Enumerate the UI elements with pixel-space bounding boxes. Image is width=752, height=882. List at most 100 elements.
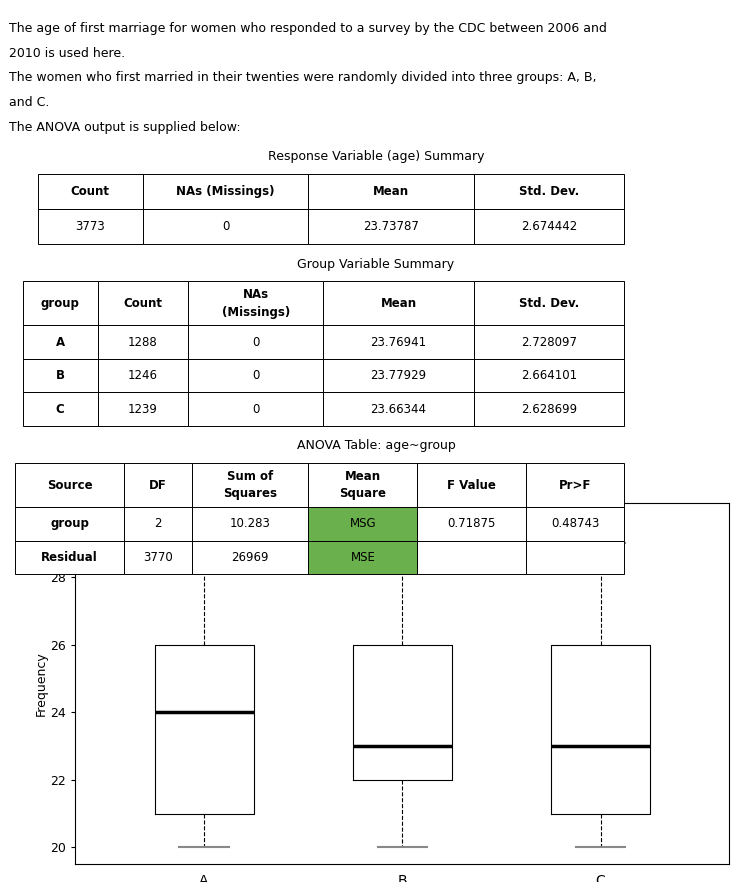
Text: 3770: 3770 (143, 551, 173, 564)
Bar (526, 463, 624, 507)
Bar (474, 209, 624, 244)
Bar (23, 392, 98, 426)
Bar (188, 359, 323, 392)
Text: (Missings): (Missings) (222, 306, 290, 318)
Text: 3773: 3773 (75, 220, 105, 233)
Text: NAs: NAs (243, 288, 268, 301)
Bar (417, 507, 526, 541)
Text: NAs (Missings): NAs (Missings) (177, 185, 274, 198)
Text: Count: Count (71, 185, 110, 198)
Bar (417, 541, 526, 574)
Bar (192, 463, 308, 507)
Text: and C.: and C. (9, 96, 50, 109)
Text: 0.71875: 0.71875 (447, 518, 496, 530)
Bar (323, 392, 474, 426)
Bar (98, 359, 188, 392)
Bar (417, 463, 526, 507)
Bar (15, 541, 124, 574)
Bar (308, 463, 417, 507)
Text: ANOVA Table: age~group: ANOVA Table: age~group (296, 439, 456, 452)
Text: Std. Dev.: Std. Dev. (519, 297, 579, 310)
Text: 0: 0 (252, 370, 259, 382)
Bar (188, 325, 323, 359)
Text: 26969: 26969 (232, 551, 268, 564)
Text: 1288: 1288 (128, 336, 158, 348)
Text: 23.76941: 23.76941 (371, 336, 426, 348)
Bar (323, 281, 474, 325)
Bar (98, 281, 188, 325)
Text: Sum of: Sum of (227, 470, 273, 482)
Text: A: A (56, 336, 65, 348)
Text: 23.73787: 23.73787 (363, 220, 419, 233)
Bar (192, 541, 308, 574)
Text: DF: DF (149, 479, 167, 491)
Text: group: group (41, 297, 80, 310)
Text: Response Variable (age) Summary: Response Variable (age) Summary (268, 150, 484, 163)
Bar (526, 507, 624, 541)
Text: The women who first married in their twenties were randomly divided into three g: The women who first married in their twe… (9, 71, 596, 85)
Text: Source: Source (47, 479, 92, 491)
Bar (474, 281, 624, 325)
Text: 2.628699: 2.628699 (521, 403, 577, 415)
Bar (308, 541, 417, 574)
Bar (188, 281, 323, 325)
Bar (124, 507, 192, 541)
Bar (474, 359, 624, 392)
Text: 0.48743: 0.48743 (551, 518, 599, 530)
Bar (15, 463, 124, 507)
Text: Squares: Squares (223, 488, 277, 500)
Text: 2.664101: 2.664101 (521, 370, 577, 382)
Text: 1246: 1246 (128, 370, 158, 382)
Bar (308, 174, 474, 209)
Text: 0: 0 (252, 336, 259, 348)
Text: C: C (56, 403, 65, 415)
Text: 2.728097: 2.728097 (521, 336, 577, 348)
Bar (143, 174, 308, 209)
Bar (38, 174, 143, 209)
Text: MSG: MSG (350, 518, 376, 530)
Text: group: group (50, 518, 89, 530)
Text: 0: 0 (222, 220, 229, 233)
Bar (474, 392, 624, 426)
Text: 0: 0 (252, 403, 259, 415)
Bar (308, 507, 417, 541)
Y-axis label: Frequency: Frequency (35, 651, 47, 716)
Bar (323, 325, 474, 359)
Bar (98, 325, 188, 359)
Title: Age of First Marriage in 20's: Age of First Marriage in 20's (280, 484, 524, 499)
Text: 23.66344: 23.66344 (371, 403, 426, 415)
Text: 23.77929: 23.77929 (371, 370, 426, 382)
Bar (192, 507, 308, 541)
Text: 10.283: 10.283 (229, 518, 271, 530)
Text: Std. Dev.: Std. Dev. (519, 185, 579, 198)
Text: Mean: Mean (381, 297, 417, 310)
Text: 2: 2 (154, 518, 162, 530)
Bar (188, 392, 323, 426)
Bar (98, 392, 188, 426)
Text: Square: Square (339, 488, 387, 500)
Bar (124, 463, 192, 507)
Text: 1239: 1239 (128, 403, 158, 415)
Bar (23, 359, 98, 392)
Bar (323, 359, 474, 392)
Bar (23, 281, 98, 325)
Bar (474, 325, 624, 359)
Text: Group Variable Summary: Group Variable Summary (298, 258, 454, 271)
Text: B: B (56, 370, 65, 382)
Text: Residual: Residual (41, 551, 98, 564)
Bar (474, 174, 624, 209)
Text: Pr>F: Pr>F (559, 479, 592, 491)
Bar (124, 541, 192, 574)
Text: The ANOVA output is supplied below:: The ANOVA output is supplied below: (9, 121, 241, 134)
Text: Mean: Mean (373, 185, 409, 198)
Text: Mean: Mean (344, 470, 381, 482)
Bar (143, 209, 308, 244)
Bar (23, 325, 98, 359)
Bar (526, 541, 624, 574)
Text: Count: Count (123, 297, 162, 310)
Bar (308, 209, 474, 244)
Text: The age of first marriage for women who responded to a survey by the CDC between: The age of first marriage for women who … (9, 22, 607, 35)
Bar (15, 507, 124, 541)
Text: 2.674442: 2.674442 (521, 220, 577, 233)
Bar (38, 209, 143, 244)
